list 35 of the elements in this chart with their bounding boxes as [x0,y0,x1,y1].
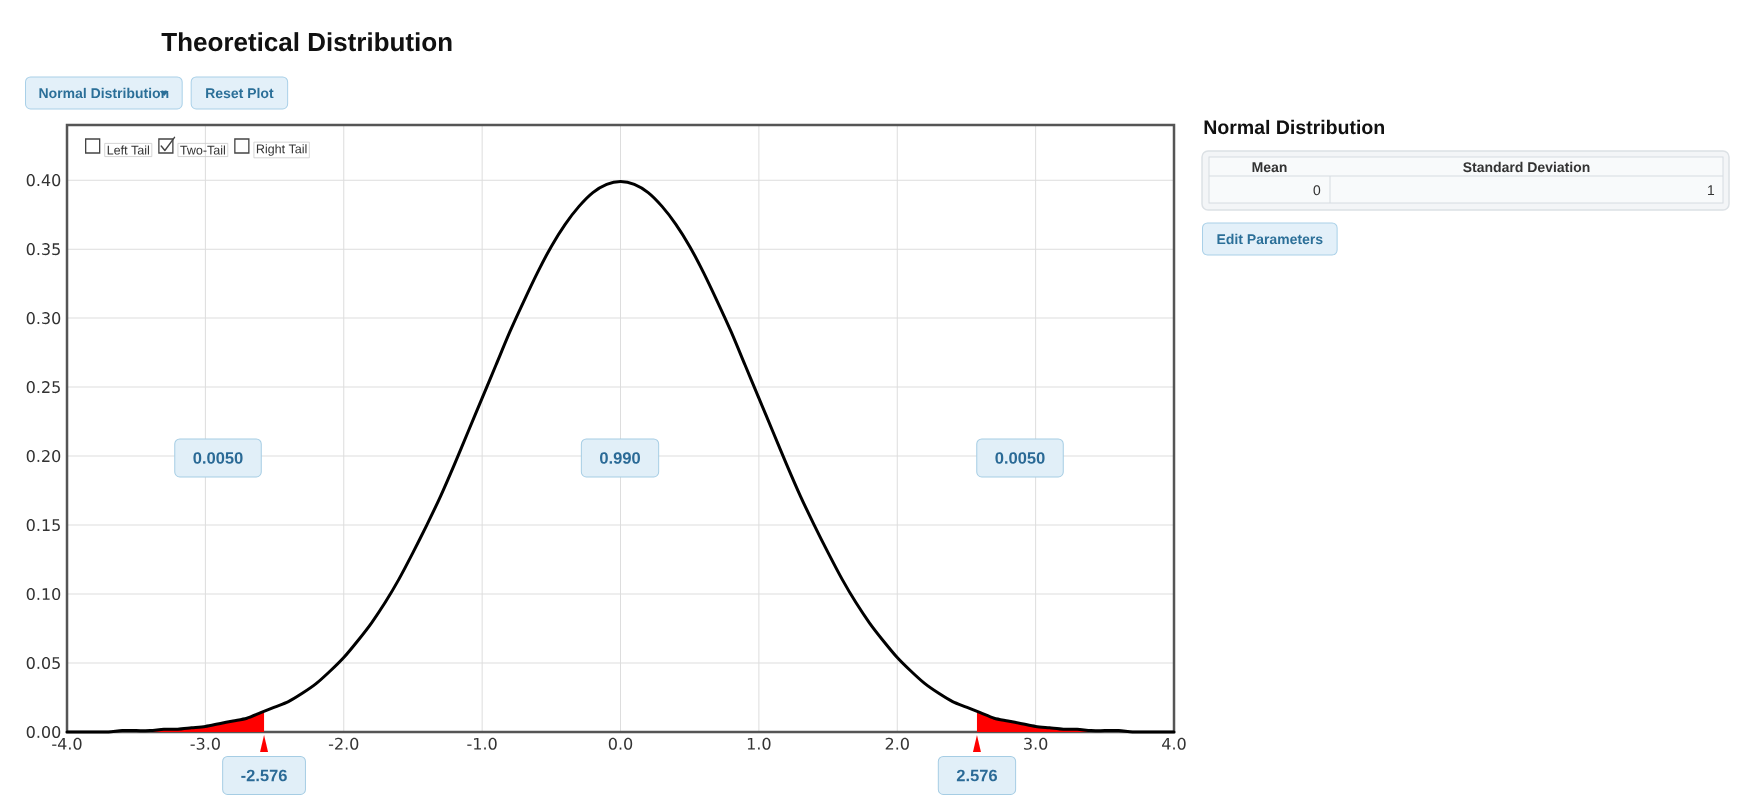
y-tick-label: 0.15 [26,519,60,532]
y-tick-label: 0.05 [26,656,60,670]
text: Reset Plot [206,87,274,99]
y-tick-label: 0.30 [26,312,61,325]
y-tick-label: 0.00 [26,725,61,739]
y-tick-label: 0.10 [26,587,61,601]
text: Standard Deviation [1463,161,1590,173]
x-tick-label: -4.0 [52,737,82,750]
text: 0 [1313,185,1321,196]
x-tick-label: 4.0 [1162,737,1186,750]
x-tick-label: 1.0 [747,737,771,750]
text: Normal Distribution [1204,119,1384,135]
text: Normal Distribution [39,87,169,99]
y-tick-label: 0.40 [26,174,61,187]
y-tick-label: 0.20 [26,450,61,463]
annotation: Left Tail [107,145,149,155]
chart-title: Theoretical Distribution [161,32,452,52]
x-tick-label: 0.0 [608,737,633,750]
annotation: 0.0050 [193,452,243,464]
text: Mean [1252,162,1287,173]
annotation: Right Tail [256,144,307,156]
x-tick-label: -1.0 [467,737,497,750]
x-tick-label: 3.0 [1024,737,1048,750]
x-tick-label: -2.0 [328,737,359,750]
annotation: Two-Tail [180,145,225,155]
y-tick-label: 0.35 [26,243,60,256]
annotation: 0.990 [600,452,640,464]
x-tick-label: -3.0 [190,737,220,750]
text: Edit Parameters [1217,233,1323,245]
x-tick-label: 2.0 [885,737,909,750]
annotation: 0.0050 [995,452,1045,464]
annotation: -2.576 [241,769,287,782]
text: 1 [1708,185,1715,195]
annotation: 2.576 [956,769,997,782]
y-tick-label: 0.25 [26,381,60,394]
